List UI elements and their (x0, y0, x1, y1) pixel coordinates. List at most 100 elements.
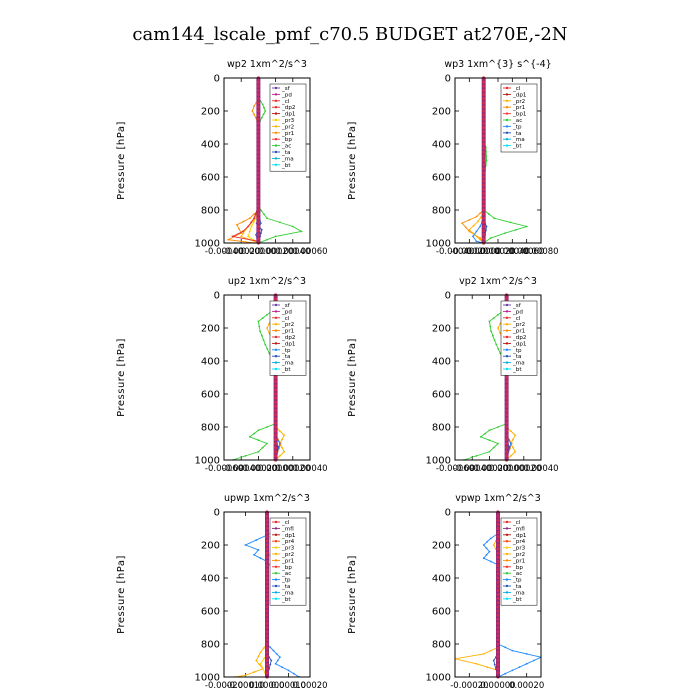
legend-marker-pr1 (505, 106, 509, 109)
plot-frame (223, 77, 311, 244)
legend-marker-bp1 (505, 112, 509, 115)
panel-title: vpwp 1xm^2/s^3 (455, 493, 541, 504)
zero-marker (256, 113, 260, 117)
data-point-tp (511, 669, 514, 672)
data-point-pr1 (479, 237, 481, 239)
zero-marker (482, 220, 486, 224)
legend-marker-sf (274, 303, 278, 307)
zero-marker (505, 446, 509, 450)
zero-marker (505, 380, 509, 384)
zero-marker (256, 167, 260, 171)
zero-marker (496, 630, 500, 634)
legend-label: _bp (512, 565, 523, 571)
legend-marker-ta (274, 150, 278, 154)
zero-marker (265, 518, 269, 522)
zero-marker (265, 597, 269, 601)
zero-marker (265, 522, 269, 526)
data-point-tp (255, 539, 258, 541)
y-tick-label: 600 (432, 173, 451, 184)
legend-label: _bt (281, 367, 291, 373)
legend-label: _pd (512, 309, 523, 315)
zero-marker (496, 597, 500, 601)
zero-marker (265, 564, 269, 568)
legend-marker-dp2 (505, 335, 509, 339)
data-point-ta (493, 663, 496, 666)
legend-label: _bp1 (512, 112, 527, 118)
zero-marker (265, 572, 269, 576)
zero-marker (482, 146, 486, 150)
data-point-ac (261, 103, 264, 106)
zero-marker (265, 547, 269, 551)
panel-title: wp2 1xm^2/s^3 (227, 59, 307, 70)
zero-marker (274, 413, 278, 417)
data-point-pr1 (468, 219, 471, 221)
zero-marker (482, 191, 486, 196)
x-tick-label: 0.00040 (275, 247, 310, 257)
zero-marker (274, 392, 278, 396)
data-point-tp (257, 549, 260, 551)
legend-label: _pr2 (281, 552, 294, 558)
legend-label: _ma (281, 590, 294, 596)
data-point-ac (291, 225, 294, 228)
data-point-ac (497, 348, 500, 350)
data-point-tp (518, 666, 521, 668)
legend-marker-bt (505, 367, 509, 371)
zero-marker (256, 80, 260, 84)
data-point-ta (260, 228, 263, 231)
data-point-tp (485, 554, 488, 556)
y-tick-label: 400 (432, 357, 451, 368)
data-point-tp (269, 646, 272, 649)
data-point-tp (279, 442, 281, 445)
legend-label: _bt (281, 597, 291, 603)
legend-marker-bt (274, 163, 278, 166)
data-point-dp2 (254, 213, 257, 216)
data-point-tp (482, 557, 485, 560)
legend-marker-dp1 (274, 112, 278, 115)
zero-marker (256, 233, 260, 237)
legend-label: _bt (281, 163, 291, 169)
zero-marker (496, 580, 500, 584)
zero-marker (274, 437, 278, 441)
legend-label: _pr1 (281, 329, 295, 335)
x-tick-label: 0.00000 (249, 681, 284, 691)
panel-6: vpwp 1xm^2/s^3 Pressure [hPa] 0 200 400 600 80… (347, 493, 544, 691)
data-point-ac (263, 213, 266, 216)
zero-marker (496, 526, 500, 531)
data-point-tp (489, 537, 492, 540)
data-point-ac (248, 436, 251, 438)
legend-marker-cl (505, 316, 509, 319)
y-tick-label: 1000 (195, 239, 220, 250)
data-point-ac (244, 454, 247, 457)
zero-marker (505, 421, 509, 425)
data-point-pr2 (255, 659, 258, 662)
legend-marker-sf (274, 86, 278, 90)
zero-marker (256, 220, 260, 224)
data-point-ac (515, 228, 517, 231)
zero-marker (265, 671, 269, 675)
data-point-ac (268, 352, 271, 355)
y-axis-label: Pressure [hPa] (116, 121, 127, 200)
data-point-ac (266, 348, 269, 350)
x-tick-label: 0.00040 (523, 464, 558, 474)
zero-marker (256, 130, 260, 134)
zero-marker (496, 617, 500, 621)
zero-marker (256, 146, 260, 150)
data-point-pr2 (279, 430, 281, 433)
zero-marker (256, 88, 260, 92)
data-point-pr1 (248, 217, 251, 220)
legend-marker-pr1 (274, 559, 278, 562)
zero-marker (482, 216, 486, 220)
data-point-pr2 (514, 450, 517, 453)
data-point-ac (493, 217, 496, 220)
zero-marker (256, 183, 260, 187)
data-point-tp (287, 669, 290, 672)
y-tick-label: 1000 (195, 456, 220, 467)
legend-label: _mfl (512, 526, 525, 532)
data-point-tp (511, 649, 514, 652)
legend-marker-ta (505, 355, 509, 358)
zero-marker (482, 130, 486, 134)
zero-marker (482, 117, 486, 121)
data-point-pr2 (266, 327, 268, 329)
legend-marker-ac (274, 144, 278, 147)
legend-label: _pr3 (512, 546, 526, 552)
